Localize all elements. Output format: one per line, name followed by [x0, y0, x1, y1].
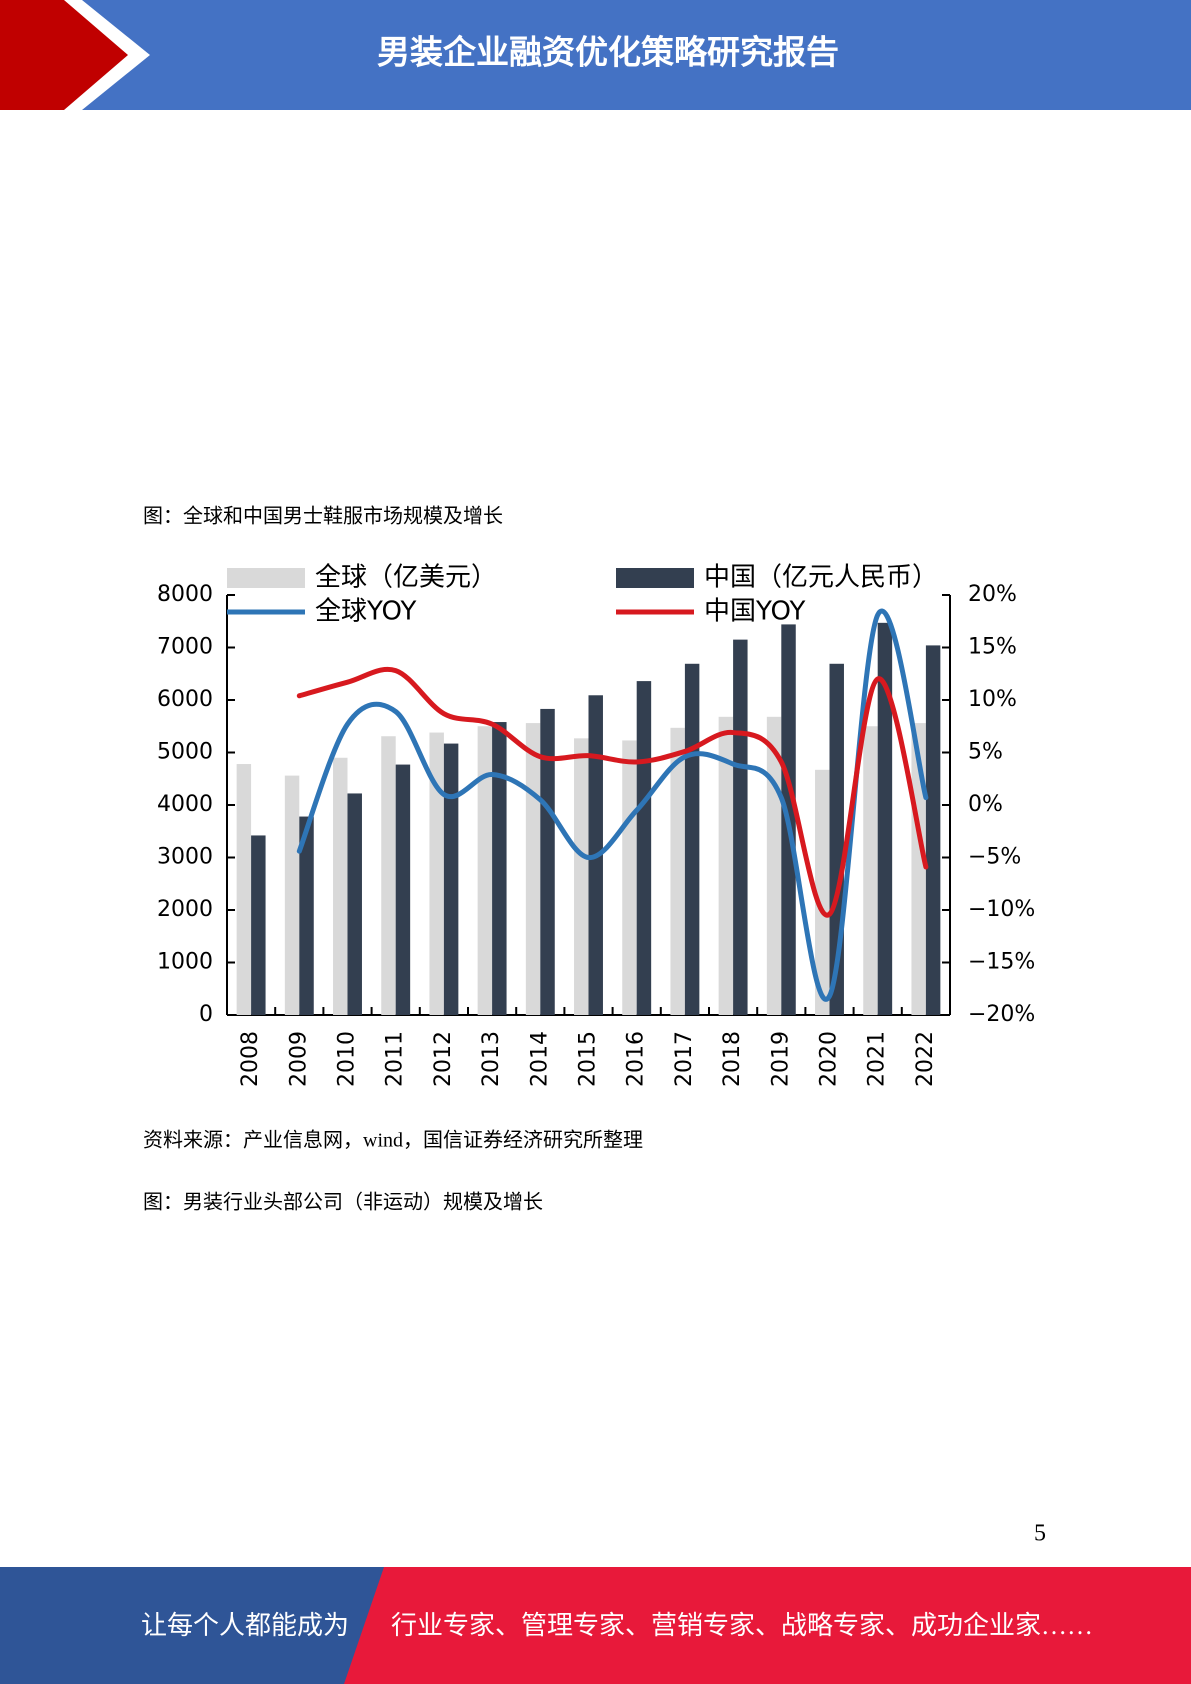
y-tick-label: 4000: [157, 792, 213, 817]
y-tick-label: 2000: [157, 897, 213, 922]
legend-label: 全球（亿美元）: [315, 563, 497, 593]
x-tick-label: 2016: [624, 1031, 649, 1087]
y2-tick-label: 0%: [968, 792, 1003, 817]
bar: [636, 681, 652, 1015]
y-tick-label: 5000: [157, 740, 213, 765]
bar: [540, 708, 555, 1015]
bar: [863, 726, 878, 1015]
y-tick-label: 0: [199, 1002, 213, 1027]
x-tick-label: 2014: [527, 1031, 552, 1087]
footer-left-panel: [0, 1567, 384, 1684]
x-tick-label: 2021: [865, 1031, 890, 1087]
bar: [670, 727, 685, 1015]
x-tick-label: 2022: [913, 1031, 938, 1087]
bar: [622, 740, 637, 1015]
bar: [429, 732, 444, 1015]
header-accent: [0, 0, 128, 110]
x-tick-label: 2008: [238, 1031, 263, 1087]
footer-slogan: 让每个人都能成为: [141, 1611, 349, 1640]
y2-tick-label: 10%: [968, 687, 1017, 712]
bar: [443, 743, 459, 1015]
bar: [684, 663, 700, 1015]
y2-tick-label: 15%: [968, 635, 1017, 660]
x-tick-label: 2013: [479, 1031, 504, 1087]
bar: [718, 716, 734, 1015]
y2-tick-label: −15%: [968, 950, 1035, 975]
legend-label: 中国YOY: [704, 597, 806, 627]
bar: [492, 722, 507, 1015]
y2-tick-label: 5%: [968, 740, 1003, 765]
legend-label: 中国（亿元人民币）: [704, 563, 938, 593]
x-tick-label: 2011: [383, 1031, 408, 1087]
y-tick-label: 1000: [157, 950, 213, 975]
y-tick-label: 3000: [157, 845, 213, 870]
figure-caption: 图：全球和中国男士鞋服市场规模及增长: [143, 505, 503, 528]
bar: [877, 622, 893, 1015]
bar: [236, 764, 252, 1015]
bar: [477, 726, 493, 1015]
y2-tick-label: 20%: [968, 582, 1017, 607]
x-tick-label: 2017: [672, 1031, 697, 1087]
x-tick-label: 2009: [286, 1031, 311, 1087]
footer-roles: 行业专家、管理专家、营销专家、战略专家、成功企业家……: [391, 1611, 1093, 1640]
bar: [525, 723, 541, 1015]
x-tick-label: 2010: [335, 1031, 360, 1087]
bar: [251, 835, 266, 1015]
x-tick-label: 2019: [768, 1031, 793, 1087]
x-tick-label: 2020: [817, 1031, 842, 1087]
y-tick-label: 8000: [157, 582, 213, 607]
legend-swatch: [227, 568, 305, 588]
bar: [815, 769, 830, 1015]
y2-tick-label: −20%: [968, 1002, 1035, 1027]
bar: [299, 816, 314, 1015]
x-tick-label: 2018: [720, 1031, 745, 1087]
source-note: 资料来源：产业信息网，wind，国信证券经济研究所整理: [143, 1129, 643, 1152]
legend-label: 全球YOY: [315, 597, 417, 627]
legend-swatch: [616, 568, 694, 588]
bar: [733, 639, 748, 1015]
page-number: 5: [1034, 1521, 1046, 1547]
bar: [347, 793, 362, 1015]
x-tick-label: 2015: [576, 1031, 601, 1087]
bar: [925, 645, 941, 1015]
bar: [574, 738, 589, 1015]
chart: 0 1000 2000 3000 4000 5000 6000 7000 8000 −20% −15…: [157, 563, 1035, 1088]
bar: [381, 736, 396, 1015]
bar: [395, 764, 411, 1015]
y-tick-label: 7000: [157, 635, 213, 660]
line: [296, 666, 929, 918]
y2-tick-label: −10%: [968, 897, 1035, 922]
bar: [333, 757, 348, 1015]
figure-caption: 图：男装行业头部公司（非运动）规模及增长: [143, 1191, 543, 1214]
header-title: 男装企业融资优化策略研究报告: [377, 33, 839, 72]
y2-tick-label: −5%: [968, 845, 1021, 870]
header-bar: [0, 0, 1191, 110]
y-tick-label: 6000: [157, 687, 213, 712]
x-tick-label: 2012: [431, 1031, 456, 1087]
bar: [911, 723, 926, 1015]
bar: [284, 775, 300, 1015]
